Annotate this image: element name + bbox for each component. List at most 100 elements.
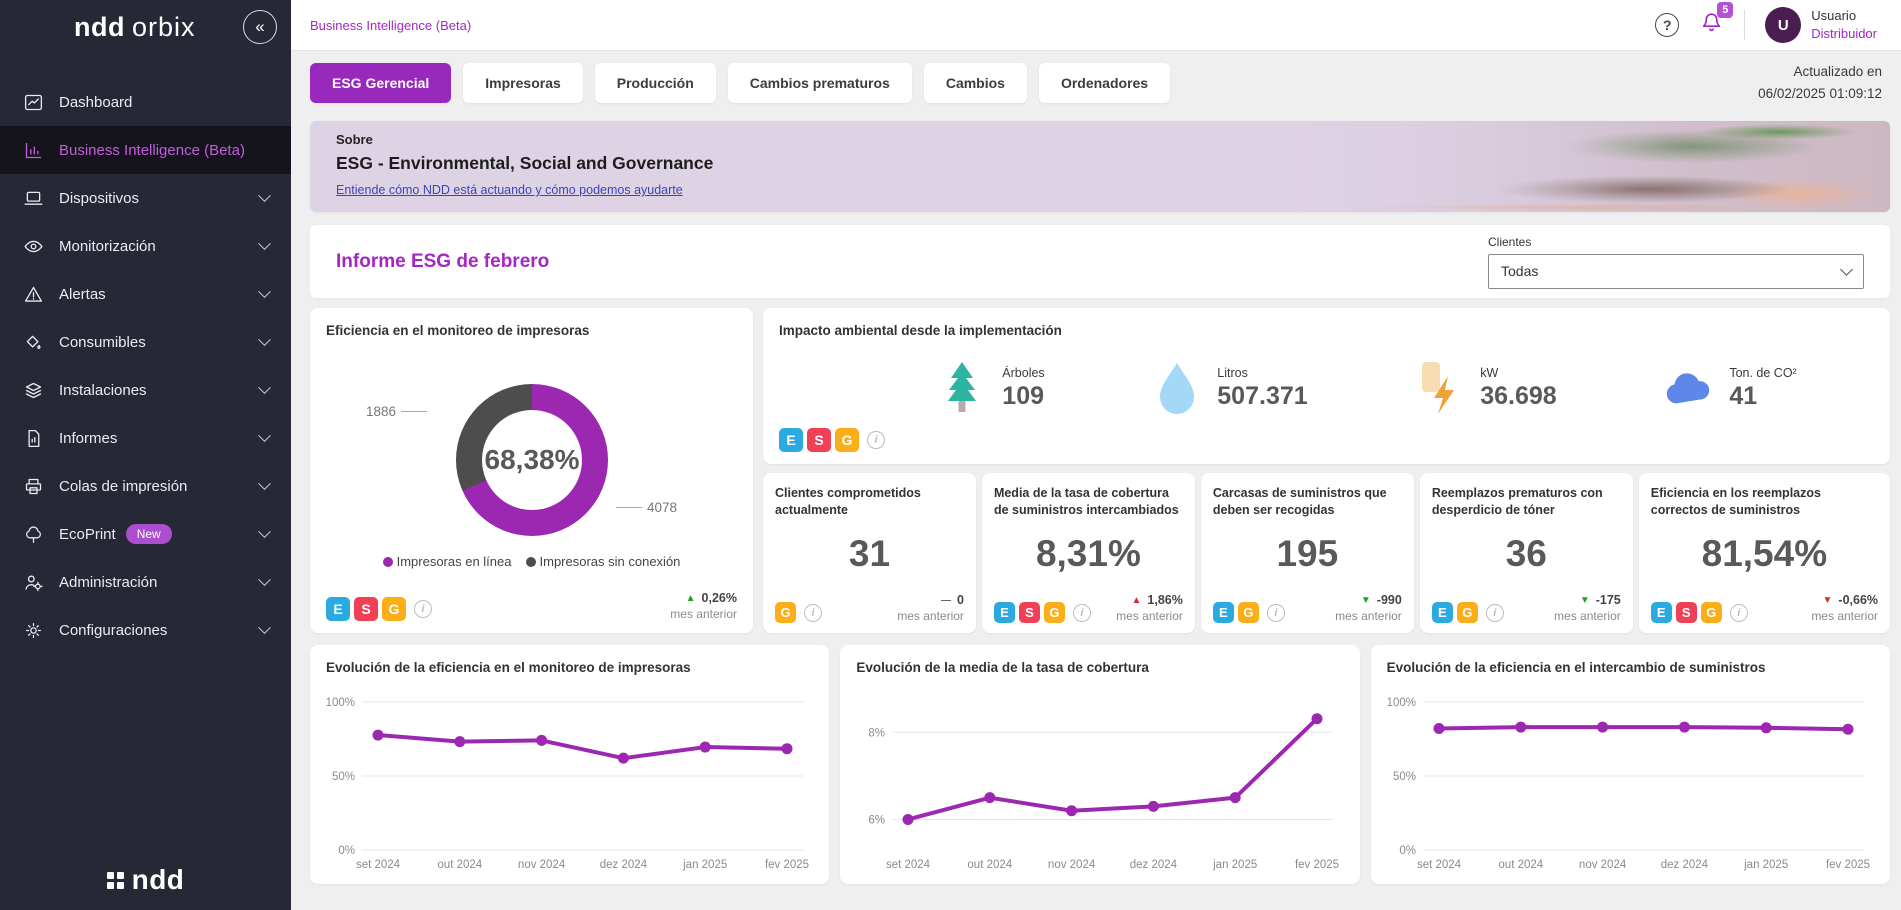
sidebar-item-label: Colas de impresión xyxy=(59,477,188,495)
sidebar-item-configuraciones[interactable]: Configuraciones xyxy=(0,606,291,654)
line-chart-card-intercambio: Evolución de la eficiencia en el interca… xyxy=(1370,645,1890,885)
gear-icon xyxy=(23,620,44,641)
info-icon[interactable] xyxy=(1729,603,1748,622)
banner-title: ESG - Environmental, Social and Governan… xyxy=(336,153,714,174)
sidebar-item-alertas[interactable]: Alertas xyxy=(0,270,291,318)
app-logo: ndd orbix xyxy=(0,0,291,54)
kpi-card-reemplazos-prematuros: Reemplazos prematuros con desperdicio de… xyxy=(1419,473,1633,634)
new-badge: New xyxy=(125,524,172,544)
sidebar-item-label: EcoPrint xyxy=(59,525,116,543)
kpi-card-eficiencia-reemplazos: Eficiencia en los reemplazos correctos d… xyxy=(1638,473,1891,634)
banner-link[interactable]: Entiende cómo NDD está actuando y cómo p… xyxy=(336,183,683,198)
esg-badge-e: E xyxy=(993,602,1015,624)
delta-indicator: — 0 mes anterior xyxy=(897,593,964,623)
chevron-down-icon xyxy=(258,380,271,394)
delta-caption: mes anterior xyxy=(897,609,964,624)
card-title: Impacto ambiental desde la implementació… xyxy=(779,323,1062,339)
delta-arrow-icon: ▼ xyxy=(1360,594,1371,606)
chevron-down-icon xyxy=(258,188,271,202)
delta-indicator: ▲ 0,26% mes anterior xyxy=(670,591,737,621)
kpi-value: 31 xyxy=(848,532,891,574)
environmental-impact-card: Impacto ambiental desde la implementació… xyxy=(763,308,1890,465)
sidebar-item-label: Monitorización xyxy=(59,237,156,255)
clients-selected-value: Todas xyxy=(1501,263,1539,280)
tab-produccion[interactable]: Producción xyxy=(594,62,716,103)
ndd-dots-icon xyxy=(106,871,124,889)
sidebar-item-informes[interactable]: Informes xyxy=(0,414,291,462)
sidebar-item-label: Configuraciones xyxy=(59,621,168,639)
chevron-down-icon xyxy=(258,572,271,586)
line-chart-card-monitoreo: Evolución de la eficiencia en el monitor… xyxy=(310,645,830,885)
delta-value: 1,86% xyxy=(1147,593,1183,608)
kpi-value: 81,54% xyxy=(1701,532,1828,574)
metric-value: 507.371 xyxy=(1217,381,1308,410)
esg-badge-g: G xyxy=(775,602,796,624)
donut-chart xyxy=(456,384,608,537)
sidebar-item-label: Informes xyxy=(59,429,118,447)
svg-text:out 2024: out 2024 xyxy=(968,859,1013,871)
sidebar-item-monitorizacion[interactable]: Monitorización xyxy=(0,222,291,270)
legend-dot-online xyxy=(382,556,393,567)
donut-legend: Impresoras en línea Impresoras sin conex… xyxy=(310,554,753,569)
sidebar-item-dashboard[interactable]: Dashboard xyxy=(0,78,291,126)
chevron-down-icon xyxy=(1840,262,1853,276)
sidebar-item-dispositivos[interactable]: Dispositivos xyxy=(0,174,291,222)
sidebar-item-business-intelligence[interactable]: Business Intelligence (Beta) xyxy=(0,126,291,174)
esg-badge-e: E xyxy=(1650,602,1672,624)
info-icon[interactable] xyxy=(804,603,822,622)
chevron-down-icon xyxy=(258,620,271,634)
line-chart: 0% 50% 100% set 2024 out 2024 nov 2024 dez 202… xyxy=(1379,681,1880,876)
esg-badge-g: G xyxy=(1237,602,1259,624)
svg-text:8%: 8% xyxy=(869,727,886,739)
svg-text:set 2024: set 2024 xyxy=(1417,859,1462,871)
ndd-footer-logo: ndd xyxy=(0,864,291,896)
delta-indicator: ▼ -175 mes anterior xyxy=(1554,593,1621,623)
svg-text:set 2024: set 2024 xyxy=(886,859,931,871)
sidebar-item-consumibles[interactable]: Consumibles xyxy=(0,318,291,366)
donut-online-callout: 4078 xyxy=(616,500,677,515)
svg-text:nov 2024: nov 2024 xyxy=(518,859,566,871)
tab-cambios-prematuros[interactable]: Cambios prematuros xyxy=(727,62,912,103)
svg-text:set 2024: set 2024 xyxy=(356,859,401,871)
sidebar-collapse-icon[interactable] xyxy=(243,10,277,44)
sidebar-item-label: Business Intelligence (Beta) xyxy=(59,141,245,159)
legend-dot-offline xyxy=(525,556,536,567)
info-icon[interactable] xyxy=(1266,603,1285,622)
kpi-value: 36 xyxy=(1505,532,1547,574)
tab-cambios[interactable]: Cambios xyxy=(923,62,1027,103)
logo-ndd-text: ndd xyxy=(74,11,125,42)
delta-indicator: ▼ -0,66% mes anterior xyxy=(1811,593,1878,623)
esg-badge-s: S xyxy=(354,597,378,622)
clients-dropdown[interactable]: Todas xyxy=(1488,253,1864,289)
delta-caption: mes anterior xyxy=(1116,609,1183,624)
info-icon[interactable] xyxy=(414,600,432,619)
breadcrumb: Business Intelligence (Beta) xyxy=(310,17,472,33)
notifications-button[interactable]: 5 xyxy=(1699,2,1734,40)
chevron-down-icon xyxy=(258,236,271,250)
user-menu[interactable]: U Usuario Distribuidor xyxy=(1765,7,1877,43)
svg-text:fev 2025: fev 2025 xyxy=(1295,859,1339,871)
warning-triangle-icon xyxy=(23,284,44,305)
sidebar-item-administracion[interactable]: Administración xyxy=(0,558,291,606)
sidebar-item-instalaciones[interactable]: Instalaciones xyxy=(0,366,291,414)
tab-esg-gerencial[interactable]: ESG Gerencial xyxy=(310,62,452,103)
info-icon[interactable] xyxy=(867,431,885,450)
user-gear-icon xyxy=(23,572,44,593)
metric-label: Litros xyxy=(1217,365,1248,380)
svg-text:dez 2024: dez 2024 xyxy=(600,859,648,871)
header-divider xyxy=(1744,10,1746,40)
tab-impresoras[interactable]: Impresoras xyxy=(463,62,583,103)
help-icon[interactable] xyxy=(1655,13,1680,37)
esg-badge-s: S xyxy=(1675,602,1697,624)
svg-text:100%: 100% xyxy=(1386,697,1415,709)
info-icon[interactable] xyxy=(1072,603,1091,622)
sidebar-item-colas-impresion[interactable]: Colas de impresión xyxy=(0,462,291,510)
sidebar-item-ecoprint[interactable]: EcoPrint New xyxy=(0,510,291,558)
svg-text:dez 2024: dez 2024 xyxy=(1660,859,1708,871)
info-icon[interactable] xyxy=(1485,603,1504,622)
last-updated: Actualizado en 06/02/2025 01:09:12 xyxy=(1758,61,1890,104)
sidebar-item-label: Dashboard xyxy=(59,93,133,111)
tab-ordenadores[interactable]: Ordenadores xyxy=(1038,62,1171,103)
